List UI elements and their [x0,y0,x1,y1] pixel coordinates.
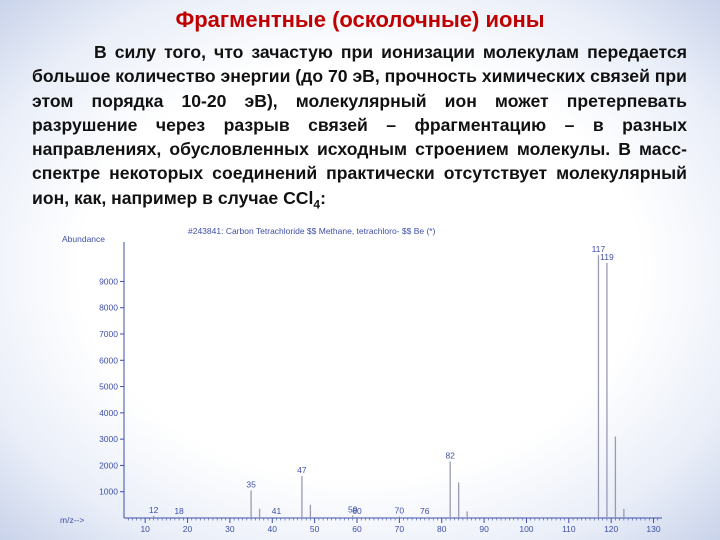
x-ticks-group: 10 20 30 40 50 60 70 80 90 100 110 120 130 [127,518,661,534]
paragraph-text: В силу того, что зачастую при ионизации … [32,42,687,208]
x-tick-label: 70 [395,524,405,534]
y-ticks-group: 1000 2000 3000 4000 5000 6000 7000 8000 9000 [99,276,124,497]
x-tick-label: 120 [604,524,618,534]
x-tick-label: 90 [479,524,489,534]
x-tick-label: 50 [310,524,320,534]
x-tick-label: 100 [519,524,533,534]
y-tick-label: 5000 [99,382,118,392]
peak-label: 47 [297,465,307,475]
peaks-group [153,255,625,518]
x-tick-label: 130 [646,524,660,534]
slide-title: Фрагментные (осколочные) ионы [175,7,545,32]
body-paragraph: В силу того, что зачастую при ионизации … [32,40,687,210]
x-tick-label: 30 [225,524,235,534]
peak-label: 82 [445,450,455,460]
y-tick-label: 4000 [99,408,118,418]
y-axis-label: Abundance [62,234,105,244]
y-tick-label: 9000 [99,276,118,286]
y-tick-label: 7000 [99,329,118,339]
y-tick-label: 6000 [99,355,118,365]
peak-label: 70 [395,505,405,515]
y-tick-label: 3000 [99,434,118,444]
peak-label: 60 [352,506,362,516]
x-tick-label: 60 [352,524,362,534]
paragraph-end: : [320,187,326,208]
x-tick-label: 10 [140,524,150,534]
y-tick-label: 2000 [99,460,118,470]
mass-spectrum-chart: #243841: Carbon Tetrachloride $$ Methane… [60,226,662,534]
peak-label: 59 [348,504,358,514]
peak-label: 117 [592,244,606,254]
x-tick-label: 110 [562,524,576,534]
peak-label: 12 [149,505,159,515]
x-tick-label: 20 [183,524,193,534]
peak-label: 18 [174,506,184,516]
formula-subscript: 4 [313,197,321,212]
chart-title: #243841: Carbon Tetrachloride $$ Methane… [188,226,436,236]
peak-label: 35 [246,479,256,489]
x-axis-label: m/z--> [60,515,84,525]
x-tick-label: 80 [437,524,447,534]
y-tick-label: 1000 [99,487,118,497]
x-tick-label: 40 [268,524,278,534]
peak-label: 41 [272,506,282,516]
peak-label: 119 [600,252,614,262]
y-tick-label: 8000 [99,303,118,313]
peak-label: 76 [420,506,430,516]
